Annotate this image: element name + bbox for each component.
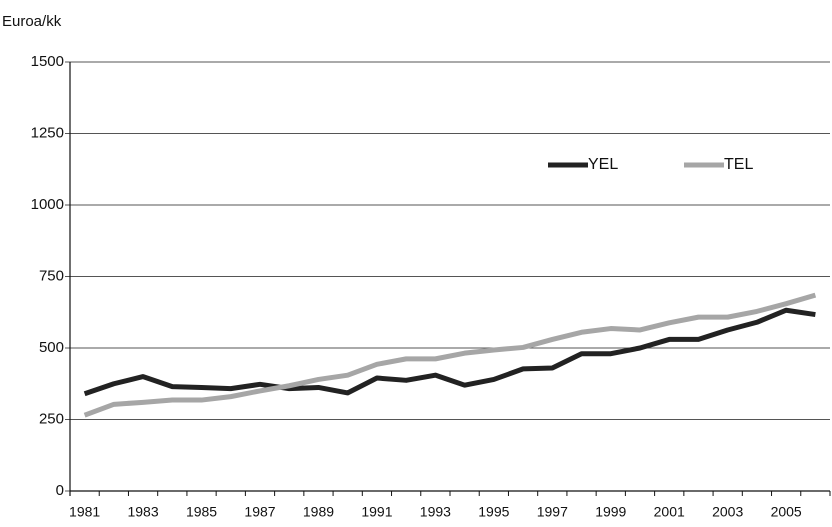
x-tick-label: 1983 — [127, 504, 158, 520]
x-tick-label: 1997 — [537, 504, 568, 520]
y-axis-label: Euroa/kk — [2, 13, 62, 30]
x-tick-label: 1999 — [595, 504, 626, 520]
legend-label: YEL — [588, 156, 618, 173]
y-tick-label: 1000 — [31, 196, 64, 213]
series-line — [83, 292, 817, 418]
legend-label: TEL — [724, 156, 753, 173]
x-tick-label: 1987 — [244, 504, 275, 520]
series-line — [83, 307, 816, 397]
x-tick-label: 1981 — [69, 504, 100, 520]
x-tick-label: 2005 — [771, 504, 802, 520]
x-tick-label: 2001 — [654, 504, 685, 520]
x-tick-label: 1991 — [361, 504, 392, 520]
y-tick-label: 250 — [39, 410, 64, 427]
x-tick-label: 1993 — [420, 504, 451, 520]
y-tick-label: 1250 — [31, 124, 64, 141]
y-tick-label: 500 — [39, 339, 64, 356]
x-tick-label: 1985 — [186, 504, 217, 520]
x-tick-label: 1989 — [303, 504, 334, 520]
x-tick-label: 1995 — [478, 504, 509, 520]
y-tick-label: 1500 — [31, 53, 64, 70]
y-tick-label: 750 — [39, 267, 64, 284]
y-tick-label: 0 — [56, 482, 64, 499]
x-tick-label: 2003 — [712, 504, 743, 520]
